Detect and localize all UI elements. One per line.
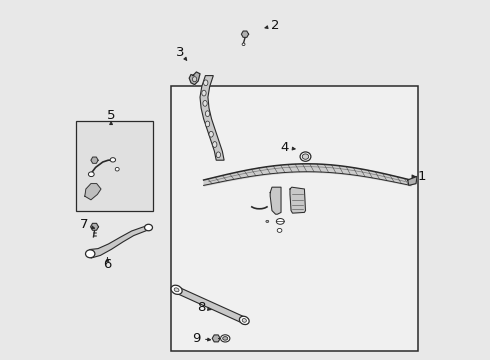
- Ellipse shape: [86, 250, 95, 258]
- Polygon shape: [270, 187, 281, 214]
- Polygon shape: [242, 31, 248, 37]
- Ellipse shape: [204, 80, 208, 86]
- Text: 3: 3: [176, 46, 184, 59]
- Text: 1: 1: [417, 170, 426, 183]
- Polygon shape: [89, 225, 149, 258]
- Polygon shape: [408, 176, 417, 185]
- Ellipse shape: [203, 100, 207, 106]
- Ellipse shape: [220, 335, 230, 342]
- Ellipse shape: [222, 337, 228, 340]
- Text: 6: 6: [103, 258, 112, 271]
- Text: 9: 9: [192, 332, 200, 345]
- Bar: [171, 86, 418, 351]
- Ellipse shape: [242, 319, 246, 322]
- Ellipse shape: [202, 90, 206, 96]
- Ellipse shape: [216, 152, 220, 158]
- Ellipse shape: [302, 154, 309, 159]
- Bar: [76, 121, 153, 211]
- Ellipse shape: [300, 152, 311, 161]
- Ellipse shape: [193, 77, 197, 82]
- Ellipse shape: [277, 229, 282, 233]
- Text: 2: 2: [271, 19, 280, 32]
- Ellipse shape: [276, 219, 284, 224]
- Polygon shape: [91, 223, 98, 230]
- Text: 5: 5: [107, 109, 115, 122]
- Ellipse shape: [242, 43, 245, 45]
- Ellipse shape: [266, 220, 269, 222]
- Text: 7: 7: [80, 219, 89, 231]
- Ellipse shape: [213, 141, 217, 147]
- Polygon shape: [212, 335, 220, 342]
- Ellipse shape: [110, 158, 116, 162]
- Text: 4: 4: [280, 141, 289, 154]
- Ellipse shape: [209, 131, 213, 137]
- Text: 8: 8: [197, 301, 206, 314]
- Ellipse shape: [174, 288, 179, 292]
- Polygon shape: [91, 157, 98, 163]
- Ellipse shape: [205, 121, 210, 127]
- Polygon shape: [290, 187, 305, 213]
- Polygon shape: [175, 287, 245, 323]
- Ellipse shape: [145, 224, 152, 231]
- Polygon shape: [200, 76, 224, 160]
- Polygon shape: [85, 184, 101, 200]
- Ellipse shape: [88, 172, 94, 177]
- Ellipse shape: [115, 167, 119, 171]
- Ellipse shape: [171, 285, 182, 294]
- Polygon shape: [189, 72, 200, 85]
- Ellipse shape: [240, 316, 249, 325]
- Ellipse shape: [205, 111, 210, 117]
